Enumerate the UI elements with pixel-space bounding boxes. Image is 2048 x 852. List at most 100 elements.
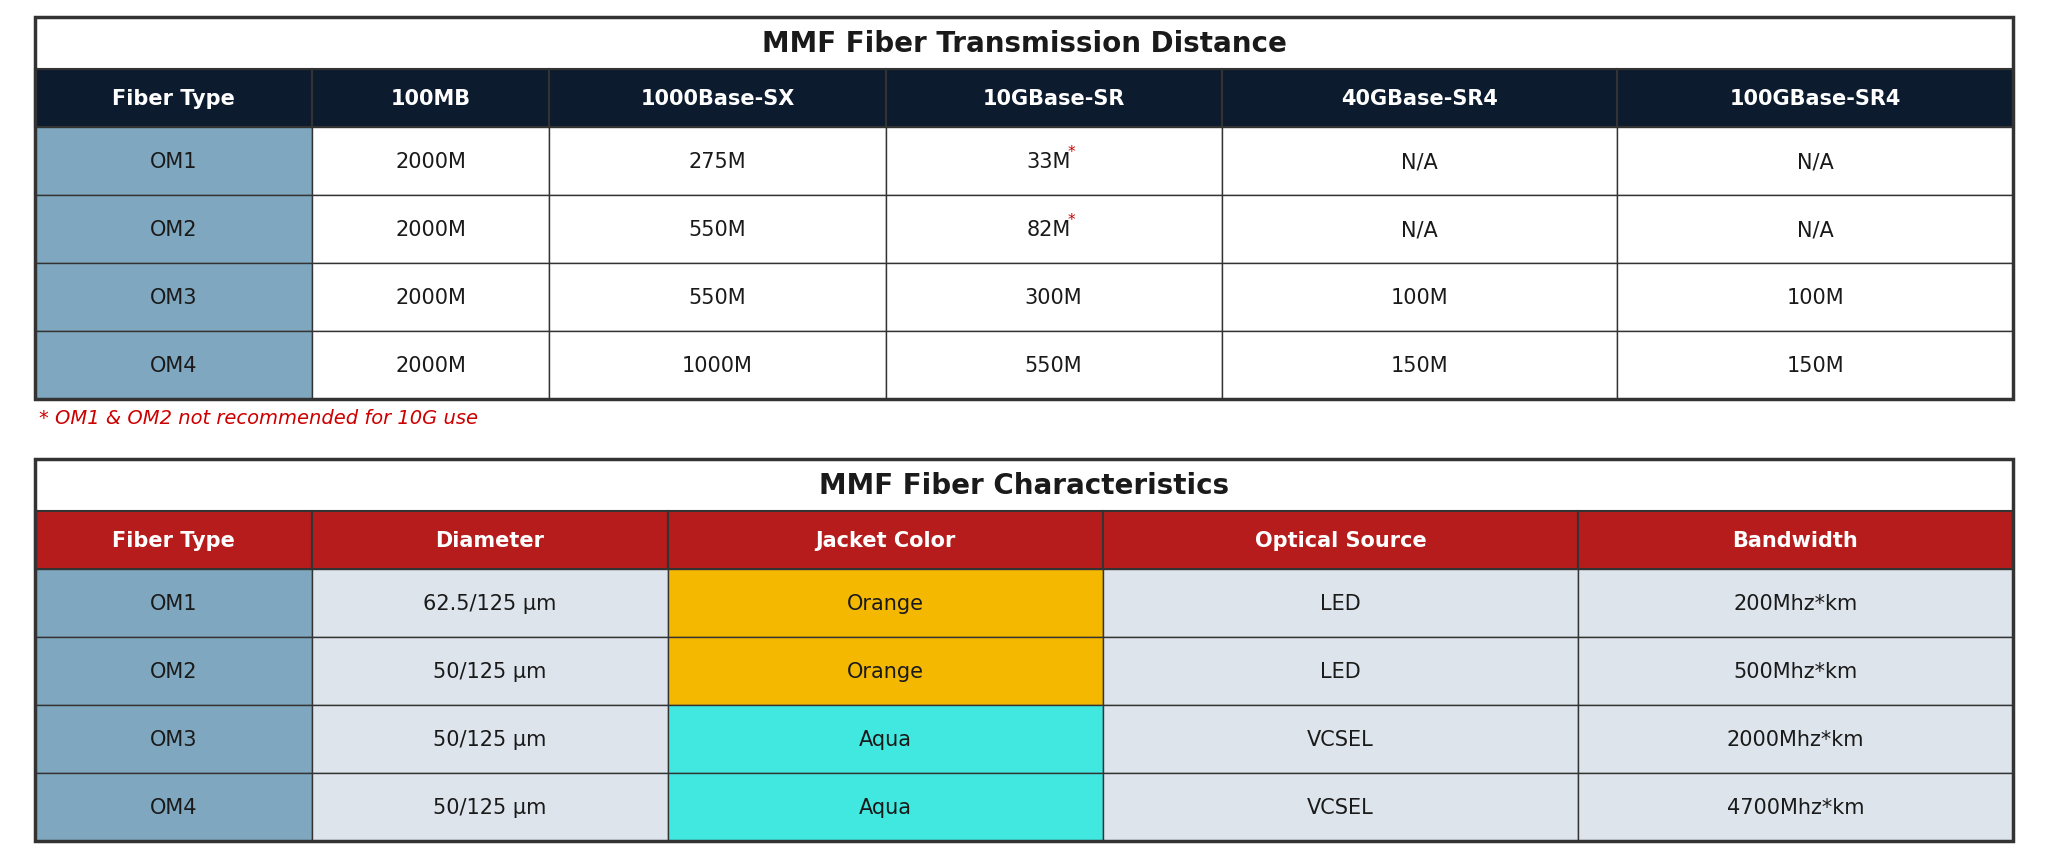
Text: VCSEL: VCSEL: [1307, 797, 1374, 817]
Text: 40GBase-SR4: 40GBase-SR4: [1341, 89, 1497, 109]
Text: OM2: OM2: [150, 661, 197, 682]
Text: N/A: N/A: [1796, 152, 1833, 172]
Bar: [311, 128, 549, 196]
Text: Aqua: Aqua: [858, 729, 911, 749]
Bar: [35, 511, 311, 569]
Text: 33M: 33M: [1026, 152, 1071, 172]
Bar: [668, 773, 1104, 841]
Text: OM4: OM4: [150, 797, 197, 817]
Text: 150M: 150M: [1786, 355, 1843, 376]
Bar: [1104, 705, 1577, 773]
Bar: [1618, 331, 2013, 400]
Bar: [35, 263, 311, 331]
Text: 2000M: 2000M: [395, 288, 467, 308]
Text: 2000M: 2000M: [395, 152, 467, 172]
Text: 50/125 μm: 50/125 μm: [434, 661, 547, 682]
Bar: [35, 569, 311, 637]
Bar: [35, 70, 311, 128]
Text: OM1: OM1: [150, 152, 197, 172]
Bar: [885, 128, 1223, 196]
Bar: [311, 705, 668, 773]
Text: 150M: 150M: [1391, 355, 1448, 376]
Text: Jacket Color: Jacket Color: [815, 531, 956, 550]
Bar: [1223, 263, 1618, 331]
Bar: [311, 511, 668, 569]
Text: 200Mhz*km: 200Mhz*km: [1733, 593, 1858, 613]
Bar: [1618, 128, 2013, 196]
Text: 100M: 100M: [1391, 288, 1448, 308]
Bar: [885, 196, 1223, 263]
Bar: [35, 459, 2013, 841]
Bar: [35, 196, 311, 263]
Text: 100M: 100M: [1786, 288, 1843, 308]
Bar: [1104, 511, 1577, 569]
Bar: [311, 569, 668, 637]
Text: Fiber Type: Fiber Type: [113, 89, 236, 109]
Bar: [1223, 70, 1618, 128]
Bar: [1577, 705, 2013, 773]
Text: LED: LED: [1321, 661, 1360, 682]
Text: *: *: [1067, 144, 1075, 159]
Text: 500Mhz*km: 500Mhz*km: [1733, 661, 1858, 682]
Bar: [1223, 196, 1618, 263]
Text: Optical Source: Optical Source: [1255, 531, 1425, 550]
Bar: [35, 773, 311, 841]
Text: 100GBase-SR4: 100GBase-SR4: [1729, 89, 1901, 109]
Text: N/A: N/A: [1401, 152, 1438, 172]
Bar: [1223, 128, 1618, 196]
Text: 50/125 μm: 50/125 μm: [434, 729, 547, 749]
Text: OM1: OM1: [150, 593, 197, 613]
Text: 82M: 82M: [1026, 220, 1071, 239]
Bar: [35, 459, 2013, 511]
Text: VCSEL: VCSEL: [1307, 729, 1374, 749]
Bar: [1104, 637, 1577, 705]
Bar: [311, 196, 549, 263]
Text: 62.5/125 μm: 62.5/125 μm: [424, 593, 557, 613]
Bar: [549, 331, 885, 400]
Bar: [668, 569, 1104, 637]
Text: 300M: 300M: [1024, 288, 1083, 308]
Text: N/A: N/A: [1796, 220, 1833, 239]
Bar: [1577, 569, 2013, 637]
Bar: [311, 637, 668, 705]
Bar: [549, 70, 885, 128]
Bar: [1577, 511, 2013, 569]
Text: MMF Fiber Characteristics: MMF Fiber Characteristics: [819, 471, 1229, 499]
Bar: [549, 128, 885, 196]
Text: Fiber Type: Fiber Type: [113, 531, 236, 550]
Bar: [35, 18, 2013, 400]
Text: OM3: OM3: [150, 288, 197, 308]
Text: MMF Fiber Transmission Distance: MMF Fiber Transmission Distance: [762, 30, 1286, 58]
Text: 550M: 550M: [1024, 355, 1083, 376]
Bar: [311, 263, 549, 331]
Text: 1000M: 1000M: [682, 355, 754, 376]
Text: 4700Mhz*km: 4700Mhz*km: [1726, 797, 1864, 817]
Text: 100MB: 100MB: [391, 89, 471, 109]
Bar: [1618, 263, 2013, 331]
Bar: [311, 773, 668, 841]
Bar: [1618, 196, 2013, 263]
Text: 50/125 μm: 50/125 μm: [434, 797, 547, 817]
Text: OM3: OM3: [150, 729, 197, 749]
Bar: [668, 637, 1104, 705]
Bar: [35, 637, 311, 705]
Text: N/A: N/A: [1401, 220, 1438, 239]
Bar: [1577, 637, 2013, 705]
Text: Bandwidth: Bandwidth: [1733, 531, 1858, 550]
Text: 550M: 550M: [688, 288, 745, 308]
Text: 1000Base-SX: 1000Base-SX: [641, 89, 795, 109]
Text: 550M: 550M: [688, 220, 745, 239]
Text: Diameter: Diameter: [436, 531, 545, 550]
Text: LED: LED: [1321, 593, 1360, 613]
Bar: [549, 196, 885, 263]
Bar: [311, 331, 549, 400]
Text: *: *: [1067, 212, 1075, 227]
Bar: [668, 511, 1104, 569]
Text: 10GBase-SR: 10GBase-SR: [983, 89, 1124, 109]
Bar: [35, 18, 2013, 70]
Text: 2000Mhz*km: 2000Mhz*km: [1726, 729, 1864, 749]
Bar: [549, 263, 885, 331]
Text: 275M: 275M: [688, 152, 745, 172]
Text: * OM1 & OM2 not recommended for 10G use: * OM1 & OM2 not recommended for 10G use: [39, 409, 477, 428]
Bar: [35, 128, 311, 196]
